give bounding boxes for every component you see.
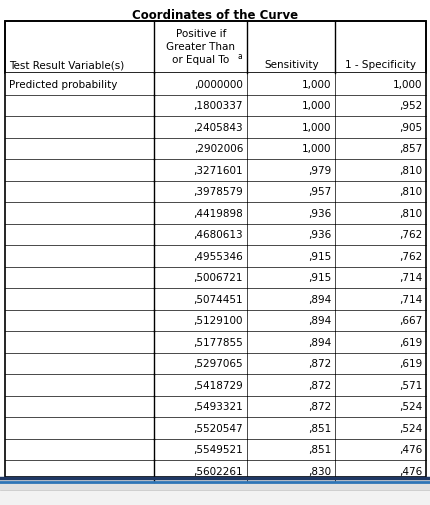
Text: ,905: ,905 (398, 123, 421, 132)
Text: ,3271601: ,3271601 (193, 166, 243, 175)
Text: 1,000: 1,000 (301, 144, 331, 154)
Text: ,524: ,524 (398, 423, 421, 433)
Bar (5, 396, 425, 417)
Bar (5, 74, 425, 95)
Bar (0, 477, 430, 505)
Text: ,894: ,894 (307, 294, 331, 304)
Text: ,851: ,851 (307, 423, 331, 433)
Text: 1,000: 1,000 (301, 123, 331, 132)
Text: ,762: ,762 (398, 230, 421, 240)
Bar (5, 138, 425, 160)
Text: ,5520547: ,5520547 (193, 423, 243, 433)
Bar (5, 160, 425, 181)
Text: ,1800337: ,1800337 (193, 101, 243, 111)
Text: ,894: ,894 (307, 337, 331, 347)
Text: ,952: ,952 (398, 101, 421, 111)
Text: Positive if
Greater Than
or Equal To: Positive if Greater Than or Equal To (166, 29, 235, 65)
Text: ,476: ,476 (398, 444, 421, 454)
Text: ,936: ,936 (307, 230, 331, 240)
Text: ,810: ,810 (398, 209, 421, 218)
Text: ,476: ,476 (398, 466, 421, 476)
Text: 1,000: 1,000 (301, 101, 331, 111)
Text: ,714: ,714 (398, 273, 421, 283)
Bar (5, 95, 425, 117)
Text: ,5074451: ,5074451 (193, 294, 243, 304)
Text: ,0000000: ,0000000 (194, 80, 243, 89)
Text: ,857: ,857 (398, 144, 421, 154)
Text: ,5129100: ,5129100 (193, 316, 243, 326)
Text: ,957: ,957 (307, 187, 331, 197)
Text: ,5418729: ,5418729 (193, 380, 243, 390)
Bar (0, 477, 430, 480)
Text: ,5493321: ,5493321 (193, 401, 243, 412)
Text: ,979: ,979 (307, 166, 331, 175)
Text: ,667: ,667 (398, 316, 421, 326)
Text: ,5177855: ,5177855 (193, 337, 243, 347)
Text: ,5602261: ,5602261 (193, 466, 243, 476)
Text: 1,000: 1,000 (392, 80, 421, 89)
Text: ,5006721: ,5006721 (193, 273, 243, 283)
Text: ,524: ,524 (398, 401, 421, 412)
Bar (0, 490, 430, 505)
Bar (5, 203, 425, 224)
Bar (5, 181, 425, 203)
Bar (5, 22, 425, 74)
Text: ,872: ,872 (307, 380, 331, 390)
Text: ,2902006: ,2902006 (193, 144, 243, 154)
Text: ,5297065: ,5297065 (193, 359, 243, 369)
Bar (5, 460, 425, 482)
Text: ,810: ,810 (398, 166, 421, 175)
Text: ,851: ,851 (307, 444, 331, 454)
Text: ,810: ,810 (398, 187, 421, 197)
Bar (5, 417, 425, 439)
Text: ,830: ,830 (307, 466, 331, 476)
Text: ,5549521: ,5549521 (193, 444, 243, 454)
Text: a: a (237, 52, 241, 61)
Text: ,619: ,619 (398, 359, 421, 369)
Text: Sensitivity: Sensitivity (263, 60, 318, 70)
Text: ,4680613: ,4680613 (193, 230, 243, 240)
Bar (5, 245, 425, 267)
Text: 1,000: 1,000 (301, 80, 331, 89)
Text: ,915: ,915 (307, 273, 331, 283)
Bar (5, 267, 425, 288)
Bar (5, 439, 425, 460)
Bar (5, 310, 425, 331)
Bar (5, 288, 425, 310)
Text: ,4955346: ,4955346 (193, 251, 243, 261)
Bar (5, 117, 425, 138)
Text: 1 - Specificity: 1 - Specificity (344, 60, 415, 70)
Text: ,762: ,762 (398, 251, 421, 261)
Text: ,2405843: ,2405843 (193, 123, 243, 132)
Text: ,894: ,894 (307, 316, 331, 326)
Text: ,915: ,915 (307, 251, 331, 261)
Text: ,571: ,571 (398, 380, 421, 390)
Text: ,872: ,872 (307, 359, 331, 369)
Bar (5, 353, 425, 374)
Text: Test Result Variable(s): Test Result Variable(s) (9, 60, 124, 70)
Text: ,714: ,714 (398, 294, 421, 304)
Bar (5, 224, 425, 245)
Text: ,872: ,872 (307, 401, 331, 412)
Text: ,619: ,619 (398, 337, 421, 347)
Text: Predicted probability: Predicted probability (9, 80, 117, 89)
Bar (5, 22, 425, 74)
Text: ,4419898: ,4419898 (193, 209, 243, 218)
Text: ,3978579: ,3978579 (193, 187, 243, 197)
Bar (5, 331, 425, 353)
Text: ,936: ,936 (307, 209, 331, 218)
Bar (5, 374, 425, 396)
Text: Coordinates of the Curve: Coordinates of the Curve (132, 9, 298, 22)
